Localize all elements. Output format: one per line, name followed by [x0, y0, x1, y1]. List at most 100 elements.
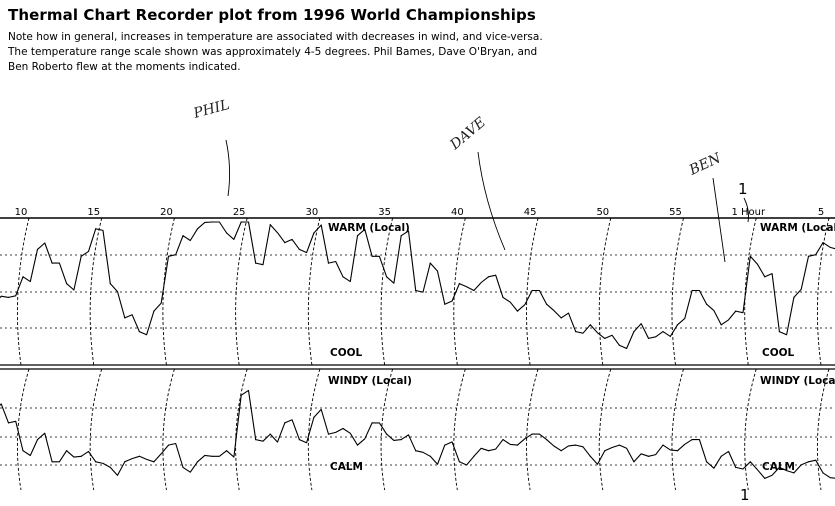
wind-data-point — [211, 455, 213, 457]
temperature-trace-line — [0, 221, 835, 350]
temperature-bottom-label-repeat: COOL — [762, 347, 795, 359]
temperature-data-point — [124, 317, 126, 319]
x-tick-label: 25 — [233, 207, 246, 218]
temperature-data-point — [589, 324, 591, 326]
wind-data-point — [138, 455, 140, 457]
wind-data-point — [226, 450, 228, 452]
chart-title: Thermal Chart Recorder plot from 1996 Wo… — [8, 6, 536, 24]
temperature-data-point — [822, 242, 824, 244]
temperature-data-point — [487, 276, 490, 278]
wind-data-point — [51, 461, 53, 463]
temperature-data-point — [647, 337, 650, 339]
wind-data-point — [36, 439, 39, 441]
temperature-data-point — [618, 344, 621, 346]
gridline-time-arc — [816, 217, 830, 366]
wind-data-point — [342, 427, 344, 430]
chart-grid — [0, 217, 835, 491]
temperature-data-point — [691, 289, 693, 292]
wind-data-point — [7, 422, 10, 424]
temperature-data-point — [604, 337, 606, 339]
temperature-data-point — [167, 255, 170, 257]
x-tick-label: 10 — [15, 207, 28, 218]
gridline-time-arc — [744, 217, 757, 366]
wind-data-point — [706, 461, 708, 463]
wind-data-point — [327, 433, 330, 435]
wind-data-point — [444, 444, 446, 446]
gridline-time-arc — [453, 217, 466, 366]
gridline-time-arc — [671, 368, 684, 491]
gridline-time-arc — [307, 368, 321, 491]
temperature-data-point — [473, 289, 475, 292]
wind-data-point — [371, 422, 373, 424]
wind-bottom-label-repeat: CALM — [762, 461, 795, 473]
gridline-time-arc — [744, 368, 757, 491]
wind-data-point — [313, 416, 315, 418]
wind-data-point — [95, 461, 97, 463]
gridline-time-arc — [89, 368, 103, 491]
description-line: Note how in general, increases in temper… — [8, 31, 543, 43]
wind-data-point — [400, 439, 402, 441]
wind-data-point — [662, 444, 664, 446]
temperature-data-point — [560, 317, 562, 319]
wind-data-point — [124, 461, 126, 463]
gridline-time-arc — [235, 368, 248, 491]
time-axis-ticks: 10 15 20 25 30 35 40 45 50 55 1 Hour 5 — [15, 207, 825, 218]
wind-data-point — [386, 433, 388, 435]
wind-top-label: WINDY (Local) — [328, 375, 412, 387]
annotation-1-bottom: 1 — [740, 486, 750, 504]
wind-top-label-repeat: WINDY (Local — [760, 375, 835, 387]
wind-data-point — [153, 461, 155, 463]
wind-data-point — [691, 439, 693, 441]
temperature-data-point — [211, 221, 213, 223]
band-labels: WARM (Local) COOL WARM (Local COOL WINDY (Lo… — [328, 222, 835, 473]
wind-bottom-label: CALM — [330, 461, 363, 473]
wind-data-point — [182, 466, 184, 468]
temperature-data-point — [444, 303, 446, 305]
wind-data-point — [22, 450, 24, 452]
temperature-data-point — [298, 248, 300, 250]
wind-data-point — [720, 455, 722, 457]
wind-data-point — [356, 444, 359, 446]
wind-data-point — [560, 450, 562, 452]
wind-data-point — [676, 450, 679, 452]
wind-data-point — [415, 450, 417, 452]
annotation-dave: DAVE — [447, 114, 489, 153]
temperature-bottom-label: COOL — [330, 347, 363, 359]
temperature-data-point — [531, 289, 533, 292]
gridline-time-arc — [16, 368, 30, 491]
temperature-data-point — [793, 296, 795, 298]
gridline-time-arc — [816, 368, 830, 491]
temperature-top-label-repeat: WARM (Local — [760, 222, 835, 234]
wind-data-point — [298, 439, 300, 441]
wind-data-point — [764, 477, 766, 479]
temperature-data-point — [415, 289, 417, 292]
description-line: The temperature range scale shown was ap… — [8, 46, 538, 58]
x-tick-label: 5 — [818, 207, 824, 218]
temperature-data-point — [400, 235, 402, 237]
x-tick-label: 40 — [451, 207, 464, 218]
wind-data-point — [647, 455, 650, 457]
gridline-time-arc — [235, 217, 248, 366]
gridline-time-arc — [89, 217, 103, 366]
wind-data-point — [546, 439, 548, 441]
wind-data-point — [458, 461, 460, 463]
wind-data-point — [80, 455, 82, 457]
temperature-data-point — [66, 283, 68, 285]
wind-data-point — [502, 439, 504, 441]
temperature-data-point — [778, 331, 781, 333]
gridline-time-arc — [307, 217, 321, 366]
wind-data-point — [109, 466, 111, 468]
gridline-time-arc — [526, 217, 539, 366]
temperature-data-point — [313, 232, 315, 234]
temperature-data-point — [749, 255, 751, 257]
annotation-pointer-line — [477, 151, 506, 251]
wind-data-point — [473, 455, 475, 457]
temperature-data-point — [429, 262, 431, 264]
temperature-data-point — [458, 283, 460, 285]
x-tick-label: 35 — [378, 207, 391, 218]
temperature-data-point — [95, 228, 97, 230]
temperature-data-point — [633, 331, 635, 333]
wind-data-point — [589, 455, 591, 457]
temperature-data-point — [240, 221, 242, 223]
chart-traces — [0, 221, 835, 479]
